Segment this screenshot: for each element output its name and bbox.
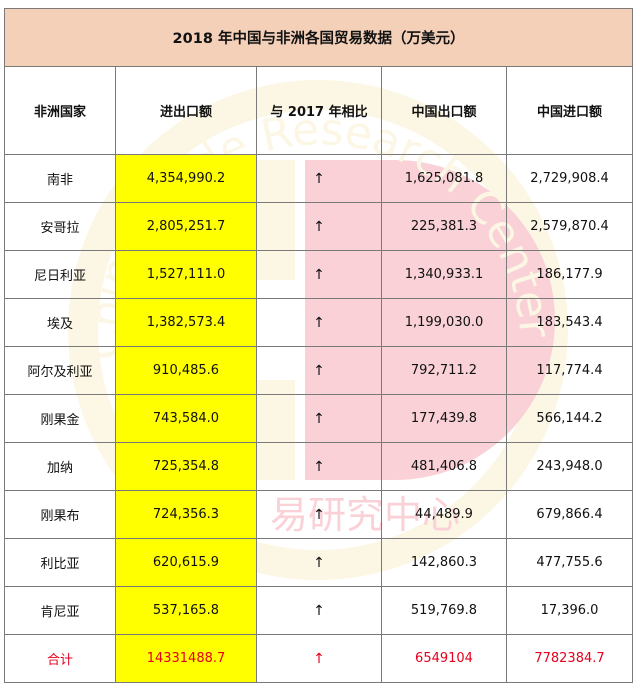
total-trend-arrow: ↑ — [256, 634, 382, 683]
import-value-cell: 17,396.0 — [505, 586, 634, 635]
table-row: 加纳 725,354.8 ↑ 481,406.8 243,948.0 — [4, 442, 634, 491]
import-value-cell: 183,543.4 — [505, 298, 634, 347]
header-row: 非洲国家 进出口额 与 2017 年相比 中国出口额 中国进口额 — [4, 66, 634, 155]
trade-value-cell: 537,165.8 — [115, 586, 257, 635]
export-value-cell: 225,381.3 — [381, 202, 507, 251]
trend-arrow-cell: ↑ — [256, 250, 382, 299]
table-row: 阿尔及利亚 910,485.6 ↑ 792,711.2 117,774.4 — [4, 346, 634, 395]
table-row: 南非 4,354,990.2 ↑ 1,625,081.8 2,729,908.4 — [4, 154, 634, 203]
country-cell: 刚果布 — [4, 490, 116, 539]
export-value-cell: 1,625,081.8 — [381, 154, 507, 203]
table-row: 刚果布 724,356.3 ↑ 44,489.9 679,866.4 — [4, 490, 634, 539]
total-export-value: 6549104 — [381, 634, 507, 683]
country-cell: 阿尔及利亚 — [4, 346, 116, 395]
export-value-cell: 142,860.3 — [381, 538, 507, 587]
trade-value-cell: 2,805,251.7 — [115, 202, 257, 251]
import-value-cell: 2,729,908.4 — [505, 154, 634, 203]
country-cell: 刚果金 — [4, 394, 116, 443]
table-row: 安哥拉 2,805,251.7 ↑ 225,381.3 2,579,870.4 — [4, 202, 634, 251]
table-row: 尼日利亚 1,527,111.0 ↑ 1,340,933.1 186,177.9 — [4, 250, 634, 299]
header-trend: 与 2017 年相比 — [256, 66, 382, 155]
trend-arrow-cell: ↑ — [256, 442, 382, 491]
trade-table: 2018 年中国与非洲各国贸易数据（万美元） 非洲国家 进出口额 与 2017 … — [3, 8, 634, 683]
export-value-cell: 44,489.9 — [381, 490, 507, 539]
export-value-cell: 177,439.8 — [381, 394, 507, 443]
country-cell: 尼日利亚 — [4, 250, 116, 299]
export-value-cell: 1,340,933.1 — [381, 250, 507, 299]
total-row: 合计 14331488.7 ↑ 6549104 7782384.7 — [4, 634, 634, 683]
trend-arrow-cell: ↑ — [256, 154, 382, 203]
country-cell: 埃及 — [4, 298, 116, 347]
export-value-cell: 481,406.8 — [381, 442, 507, 491]
country-cell: 南非 — [4, 154, 116, 203]
trend-arrow-cell: ↑ — [256, 490, 382, 539]
import-value-cell: 2,579,870.4 — [505, 202, 634, 251]
trade-value-cell: 725,354.8 — [115, 442, 257, 491]
header-import: 中国进口额 — [505, 66, 634, 155]
header-total: 进出口额 — [115, 66, 257, 155]
trend-arrow-cell: ↑ — [256, 586, 382, 635]
trend-arrow-cell: ↑ — [256, 202, 382, 251]
total-label: 合计 — [4, 634, 116, 683]
total-import-value: 7782384.7 — [505, 634, 634, 683]
import-value-cell: 243,948.0 — [505, 442, 634, 491]
table-row: 肯尼亚 537,165.8 ↑ 519,769.8 17,396.0 — [4, 586, 634, 635]
table-row: 利比亚 620,615.9 ↑ 142,860.3 477,755.6 — [4, 538, 634, 587]
import-value-cell: 186,177.9 — [505, 250, 634, 299]
export-value-cell: 519,769.8 — [381, 586, 507, 635]
trend-arrow-cell: ↑ — [256, 298, 382, 347]
table-row: 刚果金 743,584.0 ↑ 177,439.8 566,144.2 — [4, 394, 634, 443]
header-country: 非洲国家 — [4, 66, 116, 155]
trade-value-cell: 620,615.9 — [115, 538, 257, 587]
export-value-cell: 1,199,030.0 — [381, 298, 507, 347]
country-cell: 加纳 — [4, 442, 116, 491]
trade-value-cell: 1,527,111.0 — [115, 250, 257, 299]
import-value-cell: 117,774.4 — [505, 346, 634, 395]
trade-table-container: 2018 年中国与非洲各国贸易数据（万美元） 非洲国家 进出口额 与 2017 … — [3, 8, 634, 683]
trade-value-cell: 910,485.6 — [115, 346, 257, 395]
country-cell: 肯尼亚 — [4, 586, 116, 635]
trade-value-cell: 1,382,573.4 — [115, 298, 257, 347]
country-cell: 安哥拉 — [4, 202, 116, 251]
trade-value-cell: 743,584.0 — [115, 394, 257, 443]
import-value-cell: 477,755.6 — [505, 538, 634, 587]
trend-arrow-cell: ↑ — [256, 394, 382, 443]
export-value-cell: 792,711.2 — [381, 346, 507, 395]
import-value-cell: 679,866.4 — [505, 490, 634, 539]
table-title: 2018 年中国与非洲各国贸易数据（万美元） — [3, 8, 634, 67]
trade-value-cell: 724,356.3 — [115, 490, 257, 539]
country-cell: 利比亚 — [4, 538, 116, 587]
trend-arrow-cell: ↑ — [256, 346, 382, 395]
import-value-cell: 566,144.2 — [505, 394, 634, 443]
header-export: 中国出口额 — [381, 66, 507, 155]
table-row: 埃及 1,382,573.4 ↑ 1,199,030.0 183,543.4 — [4, 298, 634, 347]
trend-arrow-cell: ↑ — [256, 538, 382, 587]
total-trade-value: 14331488.7 — [115, 634, 257, 683]
trade-value-cell: 4,354,990.2 — [115, 154, 257, 203]
